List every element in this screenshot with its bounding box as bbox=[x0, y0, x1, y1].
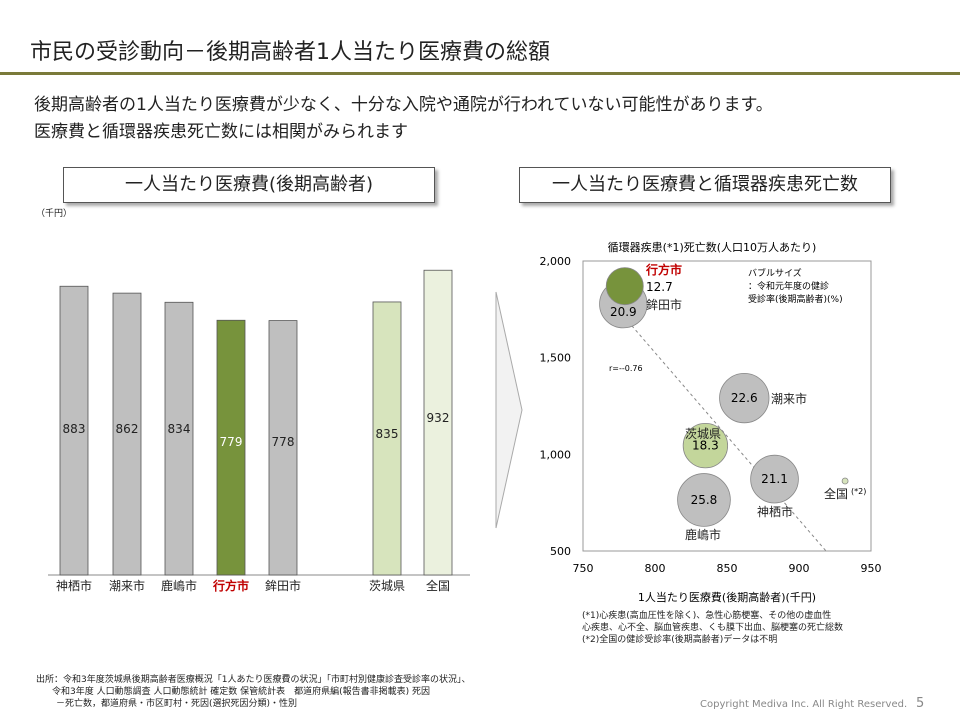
bubble bbox=[750, 454, 799, 504]
plot-area bbox=[582, 260, 872, 552]
bar bbox=[164, 301, 194, 576]
page-title: 市民の受診動向－後期高齢者1人当たり医療費の総額 bbox=[30, 40, 550, 65]
x-tick-label: 850 bbox=[717, 562, 738, 575]
note: (*1)心疾患(高血圧性を除く)、急性心筋梗塞、その他の虚血性 bbox=[582, 611, 832, 621]
bar bbox=[216, 319, 246, 576]
x-tick-label: 800 bbox=[645, 562, 666, 575]
title-divider bbox=[0, 72, 960, 75]
correlation-label: r=--0.76 bbox=[609, 364, 643, 373]
bubble-value: 25.8 bbox=[691, 493, 718, 507]
bubble bbox=[841, 477, 849, 485]
point-label: 潮来市 bbox=[771, 391, 807, 406]
point-label: 全国 bbox=[824, 486, 848, 501]
bubble bbox=[677, 473, 731, 527]
bubble bbox=[605, 267, 644, 306]
note: 心疾患、心不全、脳血管疾患、くも膜下出血、脳梗塞の死亡総数 bbox=[582, 623, 844, 633]
bubble-value: 20.9 bbox=[610, 305, 637, 319]
source-notes: 出所：令和3年度茨城県後期高齢者医療概況「1人あたり医療費の状況」「市町村別健康… bbox=[36, 674, 470, 710]
lead-line: 医療費と循環器疾患死亡数には相関がみられます bbox=[34, 122, 408, 142]
category-label: 茨城県 bbox=[369, 579, 405, 593]
data-label: 835 bbox=[376, 427, 399, 441]
data-label: 834 bbox=[168, 422, 191, 436]
bubble-chart: 循環器疾患(*1)死亡数(人口10万人あたり) 1人当たり医療費(後期高齢者)(千… bbox=[540, 240, 882, 604]
category-label: 全国 bbox=[426, 578, 450, 593]
bubble-value: 21.1 bbox=[761, 472, 788, 486]
point-label: 鹿嶋市 bbox=[685, 527, 721, 542]
bar bbox=[423, 269, 453, 576]
x-axis-label: 1人当たり医療費(後期高齢者)(千円) bbox=[638, 590, 816, 604]
bubble bbox=[682, 422, 729, 469]
page-number: 5 bbox=[916, 696, 925, 711]
bubble-value: 18.3 bbox=[692, 439, 719, 453]
bar bbox=[268, 320, 298, 576]
legend-text: バブルサイズ bbox=[748, 267, 802, 279]
y-tick-label: 500 bbox=[550, 545, 571, 558]
y-tick-label: 2,000 bbox=[540, 255, 572, 268]
x-tick-label: 750 bbox=[573, 562, 594, 575]
chart-title: 循環器疾患(*1)死亡数(人口10万人あたり) bbox=[608, 240, 817, 254]
copyright: Copyright Mediva Inc. All Right Reserved… bbox=[700, 699, 908, 710]
data-label: 932 bbox=[427, 411, 450, 425]
bar-chart: 883 神栖市 862 潮来市 834 鹿嶋市 779 行方市 778 鉾田市 835 茨城県 932 全… bbox=[48, 269, 470, 593]
bar bbox=[59, 285, 89, 576]
chart-notes: (*1)心疾患(高血圧性を除く)、急性心筋梗塞、その他の虚血性 心疾患、心不全、… bbox=[582, 610, 843, 646]
y-tick-label: 1,500 bbox=[540, 352, 572, 365]
lead-line: 後期高齢者の1人当たり医療費が少なく、十分な入院や通院が行われていない可能性があ… bbox=[34, 95, 773, 115]
point-label: 行方市 bbox=[645, 262, 682, 277]
right-chart-heading: 一人当たり医療費と循環器疾患死亡数 bbox=[519, 167, 891, 203]
bubble-value: 12.7 bbox=[646, 280, 673, 294]
point-label: 茨城県 bbox=[685, 427, 721, 441]
bubble bbox=[719, 372, 770, 424]
data-label: 862 bbox=[116, 422, 139, 436]
bar bbox=[112, 292, 142, 576]
source-line: 令和3年度 人口動態調査 人口動態統計 確定数 保管統計表 都道府県編(報告書非… bbox=[52, 687, 431, 697]
left-chart-heading: 一人当たり医療費(後期高齢者) bbox=[63, 167, 435, 203]
point-label: 神栖市 bbox=[757, 504, 793, 519]
x-tick-label: 900 bbox=[789, 562, 810, 575]
category-label: 潮来市 bbox=[109, 578, 145, 593]
category-label: 鉾田市 bbox=[265, 578, 301, 593]
category-label: 行方市 bbox=[212, 578, 249, 593]
unit-label: （千円） bbox=[36, 209, 73, 219]
point-note: (*2) bbox=[851, 487, 866, 496]
category-label: 鹿嶋市 bbox=[161, 578, 197, 593]
legend-text: ：令和元年度の健診 bbox=[748, 280, 829, 292]
y-tick-label: 1,000 bbox=[540, 448, 572, 461]
bar bbox=[372, 301, 402, 576]
arrow-icon bbox=[495, 291, 523, 529]
data-label: 779 bbox=[220, 435, 243, 449]
note: (*2)全国の健診受診率(後期高齢者)データは不明 bbox=[582, 635, 778, 645]
data-label: 883 bbox=[63, 422, 86, 436]
source-line: －死亡数，都道府県・市区町村・死因(選択死因分類)・性別 bbox=[56, 699, 298, 709]
x-tick-label: 950 bbox=[861, 562, 882, 575]
point-label: 鉾田市 bbox=[646, 297, 682, 312]
lead-text: 後期高齢者の1人当たり医療費が少なく、十分な入院や通院が行われていない可能性があ… bbox=[34, 92, 773, 146]
source-line: 出所：令和3年度茨城県後期高齢者医療概況「1人あたり医療費の状況」「市町村別健康… bbox=[36, 675, 471, 685]
data-label: 778 bbox=[272, 435, 295, 449]
category-label: 神栖市 bbox=[56, 578, 92, 593]
bubble-value: 22.6 bbox=[731, 391, 758, 405]
legend-text: 受診率(後期高齢者)(%) bbox=[748, 293, 843, 305]
